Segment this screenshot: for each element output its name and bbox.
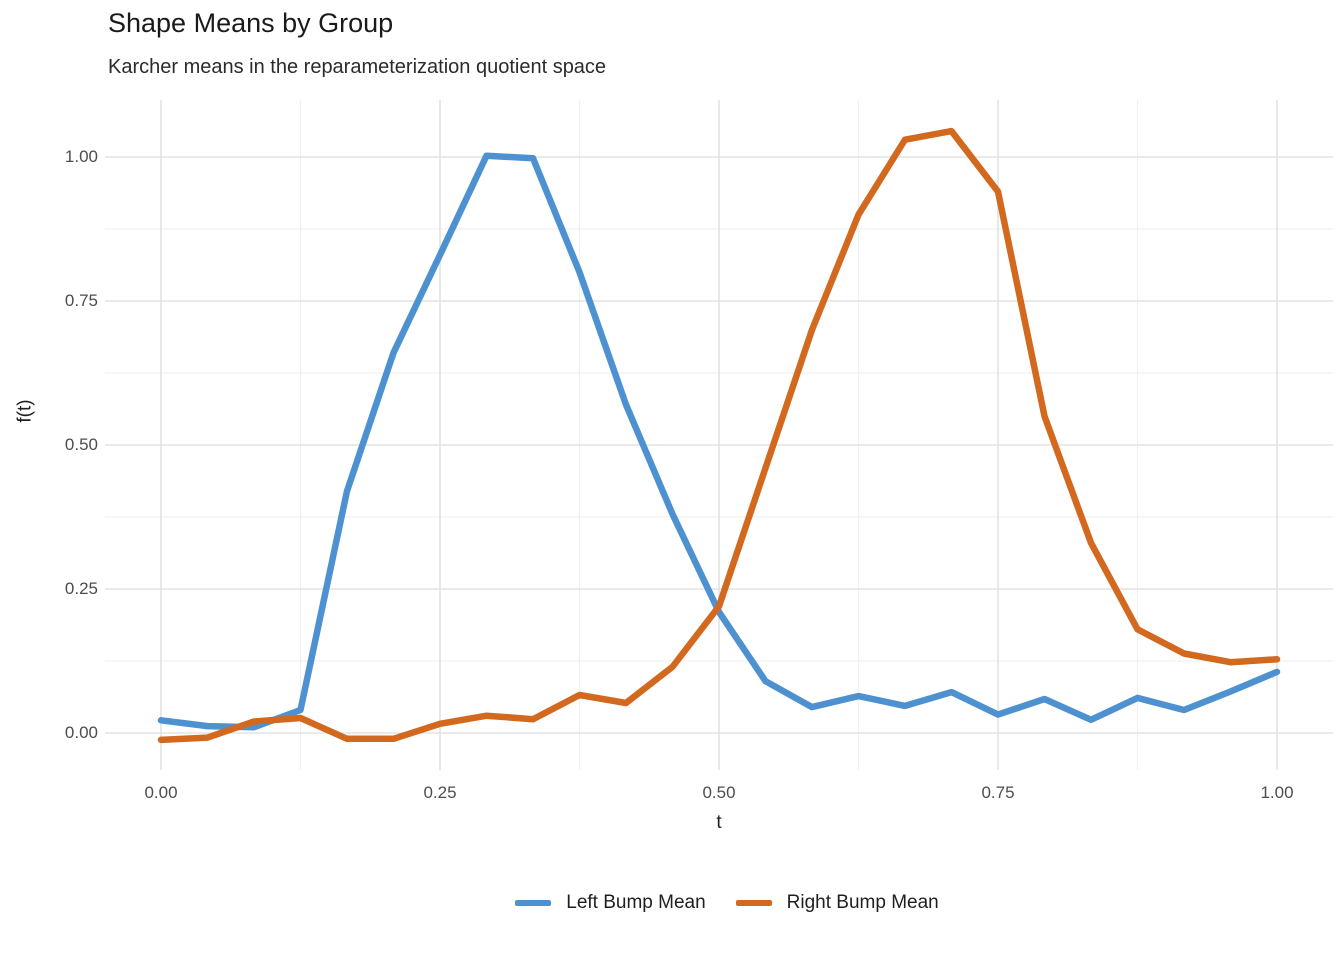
plot-panel: [105, 100, 1333, 770]
plot-title: Shape Means by Group: [108, 8, 394, 38]
x-axis-title: t: [716, 812, 722, 833]
legend-item: Left Bump Mean: [515, 892, 706, 914]
legend: Left Bump Mean Right Bump Mean: [0, 892, 1344, 914]
series-line-right-bump: [157, 127, 1281, 744]
x-tick-label: 0.50: [702, 783, 736, 802]
series-line-left-bump: [157, 152, 1281, 731]
legend-key-line: [515, 900, 552, 906]
y-tick-label: 0.50: [64, 435, 98, 454]
plot-subtitle: Karcher means in the reparameterization …: [108, 56, 607, 78]
legend-label: Right Bump Mean: [786, 892, 939, 913]
y-tick-label: 0.00: [64, 723, 98, 742]
y-tick-label: 0.25: [64, 579, 98, 598]
x-tick-label: 0.00: [144, 783, 178, 802]
x-tick-label: 1.00: [1260, 783, 1294, 802]
y-tick-label: 0.75: [64, 291, 98, 310]
legend-item: Right Bump Mean: [735, 892, 939, 914]
x-tick-label: 0.25: [423, 783, 457, 802]
legend-key-line: [735, 900, 772, 906]
y-axis-title: f(t): [14, 399, 36, 423]
legend-label: Left Bump Mean: [566, 892, 706, 913]
y-tick-label: 1.00: [64, 147, 98, 166]
x-tick-label: 0.75: [981, 783, 1015, 802]
chart-svg: [105, 100, 1333, 770]
